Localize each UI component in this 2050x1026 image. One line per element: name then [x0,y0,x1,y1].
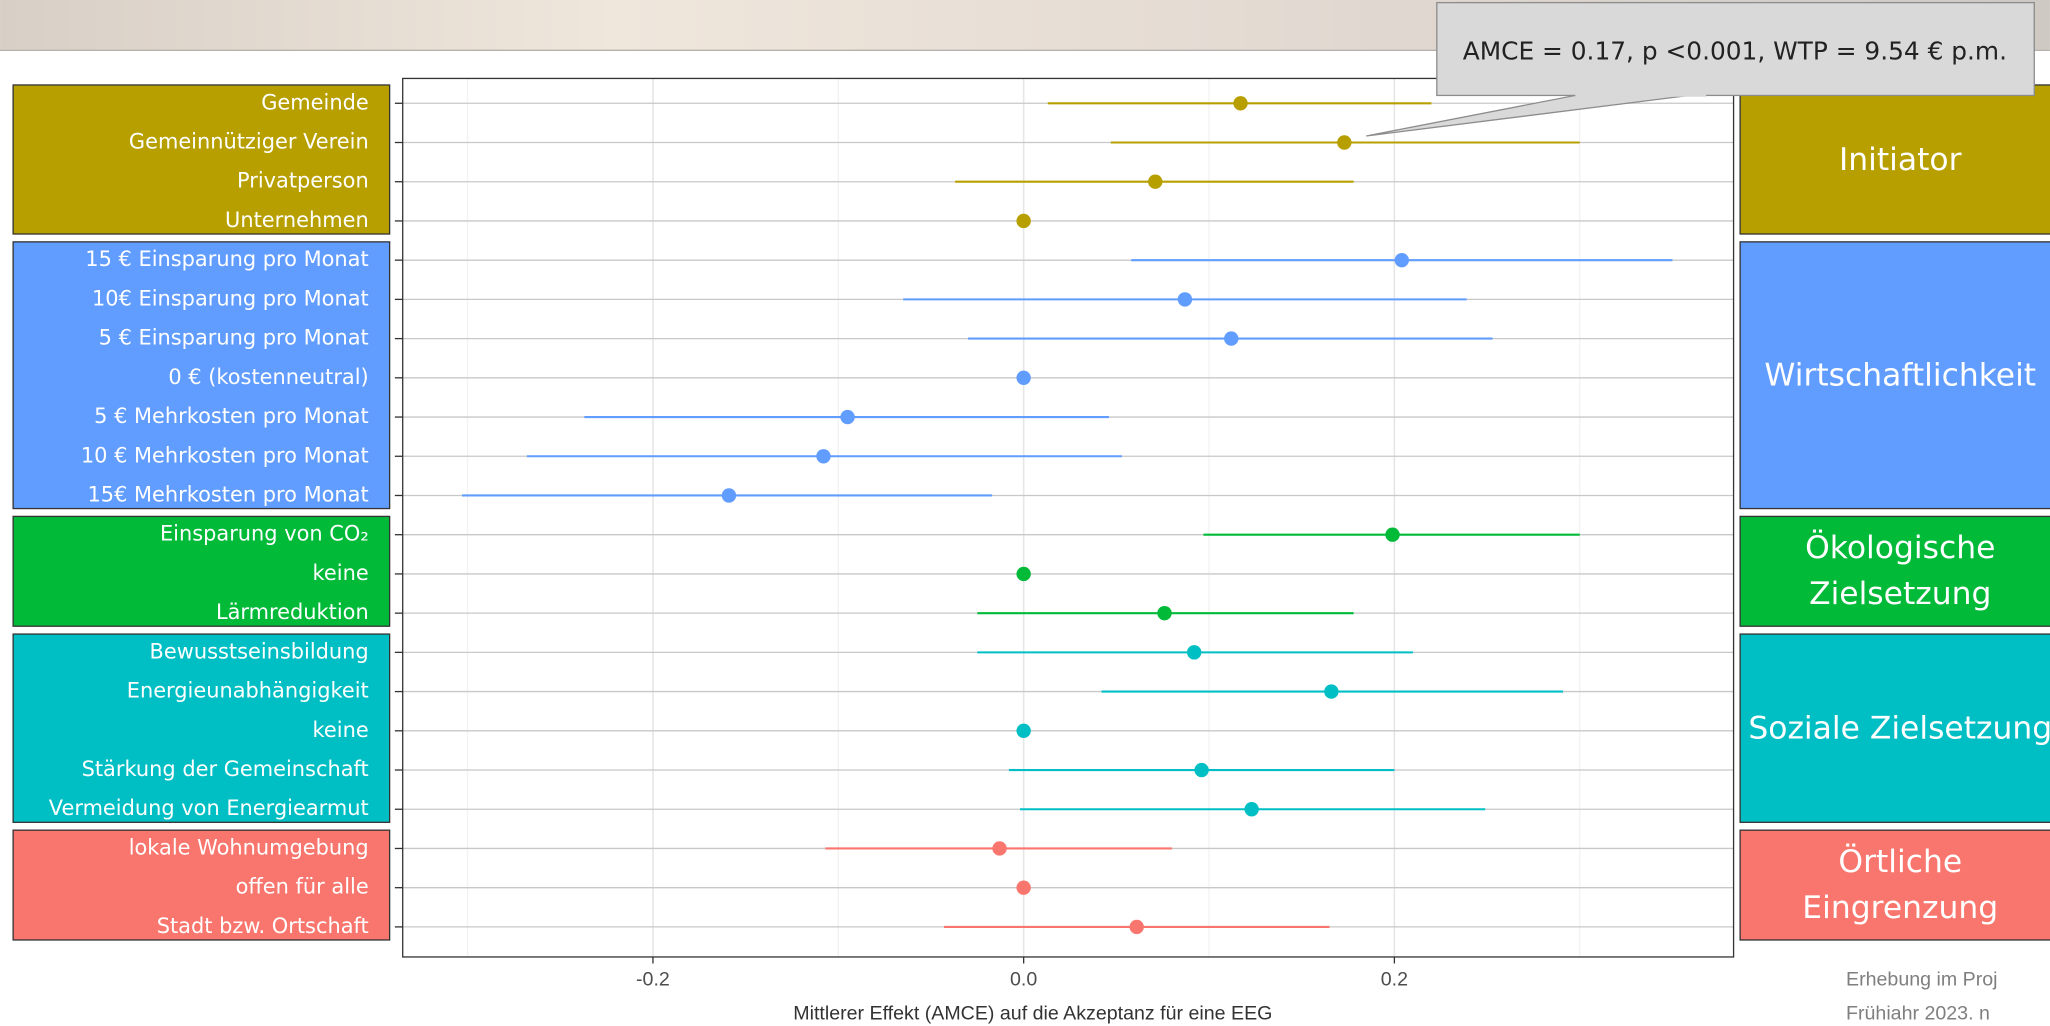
y-tick-label: keine [313,718,369,742]
plot-panel: -0.2 0.0 0.2 [395,78,1734,990]
group-label-box: Wirtschaftlichkeit [1740,242,2050,509]
y-tick-label: Gemeinnütziger Verein [129,130,369,154]
estimate-point [1244,802,1258,816]
group-label-box: Soziale Zielsetzung [1740,634,2050,822]
group-label: Wirtschaftlichkeit [1740,242,2050,509]
y-tick-label: 10€ Einsparung pro Monat [92,286,369,310]
estimate-point [1194,763,1208,777]
estimate-point [1385,528,1399,542]
x-tick-label: -0.2 [636,969,670,991]
group-label-box: Initiator [1740,85,2050,234]
estimate-point [1016,214,1030,228]
y-tick-label: Vermeidung von Energiearmut [49,796,369,820]
estimate-point [1395,253,1409,267]
y-tick-label: Unternehmen [225,208,369,232]
y-tick-label: 15 € Einsparung pro Monat [85,247,368,271]
group-label: Ökologische Zielsetzung [1740,516,2050,626]
estimate-point [1016,880,1030,894]
y-tick-label: Privatperson [237,169,369,193]
group-label-box: Örtliche Eingrenzung [1740,830,2050,940]
group-label-box: Ökologische Zielsetzung [1740,516,2050,626]
estimate-point [1016,567,1030,581]
estimate-point [992,841,1006,855]
y-tick-label: Einsparung von CO₂ [160,522,369,546]
group-label: Soziale Zielsetzung [1740,634,2050,822]
estimate-point [840,410,854,424]
y-tick-label: Stärkung der Gemeinschaft [82,757,369,781]
y-tick-label: 5 € Mehrkosten pro Monat [94,404,369,428]
y-tick-label: Bewusstseinsbildung [150,639,369,663]
estimate-point [1224,331,1238,345]
callout-joint [1575,92,1706,97]
callout-text: AMCE = 0.17, p <0.001, WTP = 9.54 € p.m. [1463,36,2007,65]
estimate-point [722,488,736,502]
estimate-point [1187,645,1201,659]
estimate-point [1324,684,1338,698]
y-tick-label: Lärmreduktion [216,600,369,624]
estimate-point [1016,724,1030,738]
estimate-point [1178,292,1192,306]
page: {"chart_data": { "type": "forest", "x_la… [0,0,2050,1026]
y-tick-label: Energieunabhängigkeit [127,679,369,703]
estimate-point [816,449,830,463]
footnote: Frühiahr 2023. n [1846,1003,1990,1025]
y-tick-label: 10 € Mehrkosten pro Monat [81,443,369,467]
group-label: Initiator [1740,85,2050,234]
plot-background [403,78,1734,957]
y-tick-label: keine [313,561,369,585]
estimate-point [1337,135,1351,149]
estimate-point [1233,96,1247,110]
y-tick-label: 0 € (kostenneutral) [168,365,368,389]
y-tick-label: offen für alle [236,875,369,899]
x-tick-label: 0.0 [1010,969,1037,991]
estimate-point [1130,920,1144,934]
group-label: Örtliche Eingrenzung [1740,830,2050,940]
estimate-point [1016,371,1030,385]
y-tick-label: Gemeinde [261,90,368,114]
footnote: Erhebung im Proj [1846,969,1998,991]
estimate-point [1148,175,1162,189]
chart: -0.2 0.0 0.2 Mittlerer Effekt (AMCE) auf d… [0,0,2050,1026]
y-tick-label: 5 € Einsparung pro Monat [99,326,369,350]
x-axis-title: Mittlerer Effekt (AMCE) auf die Akzeptan… [793,1003,1272,1025]
estimate-point [1157,606,1171,620]
y-tick-label: Stadt bzw. Ortschaft [157,914,369,938]
x-tick-label: 0.2 [1381,969,1408,991]
y-tick-label: 15€ Mehrkosten pro Monat [87,482,368,506]
y-tick-label: lokale Wohnumgebung [129,835,369,859]
